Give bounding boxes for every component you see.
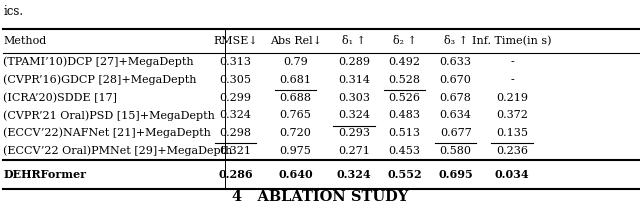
Text: 0.552: 0.552 — [387, 169, 422, 180]
Text: 0.314: 0.314 — [338, 75, 370, 85]
Text: 0.293: 0.293 — [338, 128, 370, 138]
Text: 0.492: 0.492 — [388, 57, 420, 67]
Text: Abs Rel↓: Abs Rel↓ — [269, 36, 322, 46]
Text: 0.219: 0.219 — [496, 93, 528, 103]
Text: (ICRA’20)SDDE [17]: (ICRA’20)SDDE [17] — [3, 92, 117, 103]
Text: 0.677: 0.677 — [440, 128, 472, 138]
Text: 0.640: 0.640 — [278, 169, 313, 180]
Text: 0.688: 0.688 — [280, 93, 312, 103]
Text: δ₂ ↑: δ₂ ↑ — [392, 36, 417, 46]
Text: 0.299: 0.299 — [220, 93, 252, 103]
Text: 0.670: 0.670 — [440, 75, 472, 85]
Text: 0.298: 0.298 — [220, 128, 252, 138]
Text: 0.034: 0.034 — [495, 169, 529, 180]
Text: 0.720: 0.720 — [280, 128, 312, 138]
Text: 0.324: 0.324 — [338, 110, 370, 120]
Text: 0.634: 0.634 — [440, 110, 472, 120]
Text: 0.528: 0.528 — [388, 75, 420, 85]
Text: ics.: ics. — [3, 5, 23, 18]
Text: 0.303: 0.303 — [338, 93, 370, 103]
Text: 0.453: 0.453 — [388, 146, 420, 156]
Text: 0.681: 0.681 — [280, 75, 312, 85]
Text: 0.580: 0.580 — [440, 146, 472, 156]
Text: (TPAMI’10)DCP [27]+MegaDepth: (TPAMI’10)DCP [27]+MegaDepth — [3, 57, 194, 67]
Text: (ECCV’22)NAFNet [21]+MegaDepth: (ECCV’22)NAFNet [21]+MegaDepth — [3, 128, 211, 138]
Text: 0.765: 0.765 — [280, 110, 312, 120]
Text: 0.975: 0.975 — [280, 146, 312, 156]
Text: Inf. Time(in s): Inf. Time(in s) — [472, 36, 552, 46]
Text: 0.372: 0.372 — [496, 110, 528, 120]
Text: 0.324: 0.324 — [337, 169, 371, 180]
Text: -: - — [510, 57, 514, 67]
Text: 0.313: 0.313 — [220, 57, 252, 67]
Text: 0.678: 0.678 — [440, 93, 472, 103]
Text: 0.236: 0.236 — [496, 146, 528, 156]
Text: 0.513: 0.513 — [388, 128, 420, 138]
Text: 0.526: 0.526 — [388, 93, 420, 103]
Text: 0.321: 0.321 — [220, 146, 252, 156]
Text: 0.483: 0.483 — [388, 110, 420, 120]
Text: DEHRFormer: DEHRFormer — [3, 169, 86, 180]
Text: (ECCV’22 Oral)PMNet [29]+MegaDepth: (ECCV’22 Oral)PMNet [29]+MegaDepth — [3, 146, 232, 156]
Text: -: - — [510, 75, 514, 85]
Text: Method: Method — [3, 36, 47, 46]
Text: δ₁ ↑: δ₁ ↑ — [342, 36, 366, 46]
Text: (CVPR’16)GDCP [28]+MegaDepth: (CVPR’16)GDCP [28]+MegaDepth — [3, 75, 196, 85]
Text: 0.289: 0.289 — [338, 57, 370, 67]
Text: 4   ABLATION STUDY: 4 ABLATION STUDY — [232, 190, 408, 204]
Text: 0.633: 0.633 — [440, 57, 472, 67]
Text: 0.271: 0.271 — [338, 146, 370, 156]
Text: 0.286: 0.286 — [218, 169, 253, 180]
Text: δ₃ ↑: δ₃ ↑ — [444, 36, 468, 46]
Text: (CVPR’21 Oral)PSD [15]+MegaDepth: (CVPR’21 Oral)PSD [15]+MegaDepth — [3, 110, 215, 121]
Text: RMSE↓: RMSE↓ — [213, 36, 258, 46]
Text: 0.135: 0.135 — [496, 128, 528, 138]
Text: 0.695: 0.695 — [438, 169, 473, 180]
Text: 0.79: 0.79 — [284, 57, 308, 67]
Text: 0.324: 0.324 — [220, 110, 252, 120]
Text: 0.305: 0.305 — [220, 75, 252, 85]
